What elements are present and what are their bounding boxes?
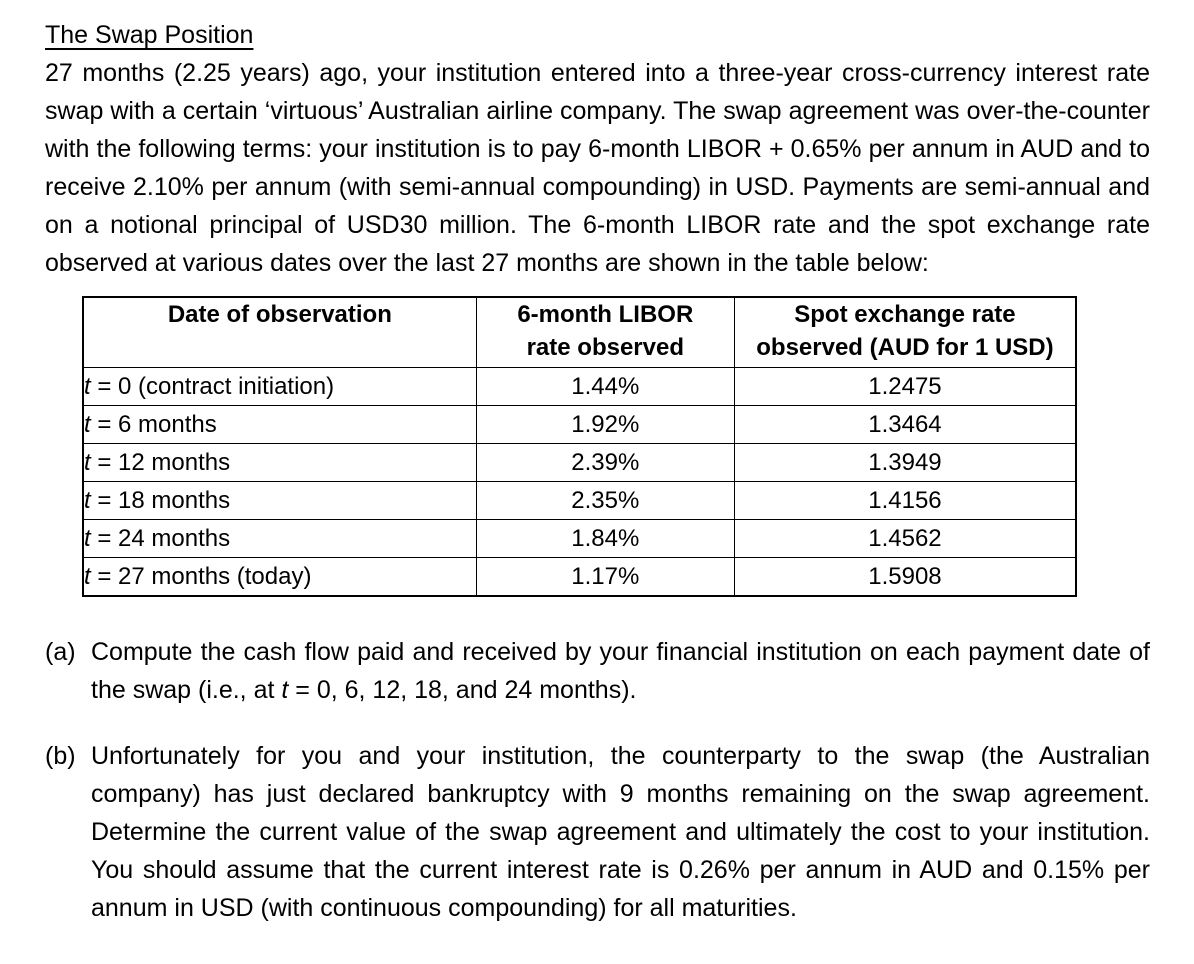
header-line: 6-month LIBOR (517, 301, 694, 328)
cell-libor: 2.35% (475, 481, 735, 520)
intro-paragraph: 27 months (2.25 years) ago, your institu… (45, 59, 1150, 277)
t-variable: t (84, 448, 91, 476)
question-a: (a) Compute the cash flow paid and recei… (45, 633, 1150, 709)
cell-libor: 1.92% (475, 405, 735, 444)
cell-spot: 1.3464 (733, 405, 1077, 444)
table-row: t = 18 months 2.35% 1.4156 (82, 481, 1077, 520)
date-text: = 27 months (today) (90, 562, 312, 590)
question-b: (b) Unfortunately for you and your insti… (45, 737, 1150, 927)
t-variable: t (84, 372, 91, 400)
cell-libor: 1.44% (475, 367, 735, 406)
date-text: = 6 months (90, 410, 217, 438)
page-title: The Swap Position (45, 21, 254, 49)
question-a-label: (a) (45, 638, 76, 666)
question-a-text-part2: = 0, 6, 12, 18, and 24 months). (288, 676, 637, 704)
cell-date: t = 6 months (82, 405, 477, 444)
table-row: t = 12 months 2.39% 1.3949 (82, 443, 1077, 482)
header-date-of-observation: Date of observation (82, 296, 477, 368)
question-a-text-part1: Compute the cash flow paid and received … (91, 638, 1150, 704)
header-line: observed (AUD for 1 USD) (756, 334, 1054, 361)
cell-spot: 1.2475 (733, 367, 1077, 406)
date-text: = 0 (contract initiation) (90, 372, 335, 400)
table-row: t = 0 (contract initiation) 1.44% 1.2475 (82, 367, 1077, 406)
date-text: = 12 months (90, 448, 231, 476)
cell-spot: 1.4156 (733, 481, 1077, 520)
question-a-text: Compute the cash flow paid and received … (91, 633, 1150, 709)
cell-date: t = 24 months (82, 519, 477, 558)
header-spot-exchange-rate: Spot exchange rate observed (AUD for 1 U… (733, 296, 1077, 368)
date-text: = 24 months (90, 524, 231, 552)
cell-libor: 1.84% (475, 519, 735, 558)
header-line (84, 331, 476, 364)
t-variable: t (281, 676, 289, 704)
question-b-text: Unfortunately for you and your instituti… (91, 737, 1150, 927)
cell-date: t = 18 months (82, 481, 477, 520)
table-row: t = 24 months 1.84% 1.4562 (82, 519, 1077, 558)
header-line: Date of observation (167, 301, 392, 328)
table-row: t = 6 months 1.92% 1.3464 (82, 405, 1077, 444)
cell-spot: 1.3949 (733, 443, 1077, 482)
t-variable: t (84, 524, 91, 552)
date-text: = 18 months (90, 486, 231, 514)
observation-table: Date of observation 6-month LIBOR rate o… (82, 296, 1077, 597)
t-variable: t (84, 562, 91, 590)
cell-date: t = 0 (contract initiation) (82, 367, 477, 406)
header-line: rate observed (526, 334, 684, 361)
t-variable: t (84, 410, 91, 438)
header-line: Spot exchange rate (794, 301, 1016, 328)
cell-date: t = 27 months (today) (82, 557, 477, 597)
cell-date: t = 12 months (82, 443, 477, 482)
table-header-row: Date of observation 6-month LIBOR rate o… (82, 296, 1077, 368)
cell-spot: 1.5908 (733, 557, 1077, 597)
cell-libor: 1.17% (475, 557, 735, 597)
question-b-label: (b) (45, 742, 76, 770)
header-libor-rate: 6-month LIBOR rate observed (475, 296, 735, 368)
cell-libor: 2.39% (475, 443, 735, 482)
table-row: t = 27 months (today) 1.17% 1.5908 (82, 557, 1077, 597)
question-b-text-part1: Unfortunately for you and your instituti… (91, 742, 1150, 922)
t-variable: t (84, 486, 91, 514)
cell-spot: 1.4562 (733, 519, 1077, 558)
